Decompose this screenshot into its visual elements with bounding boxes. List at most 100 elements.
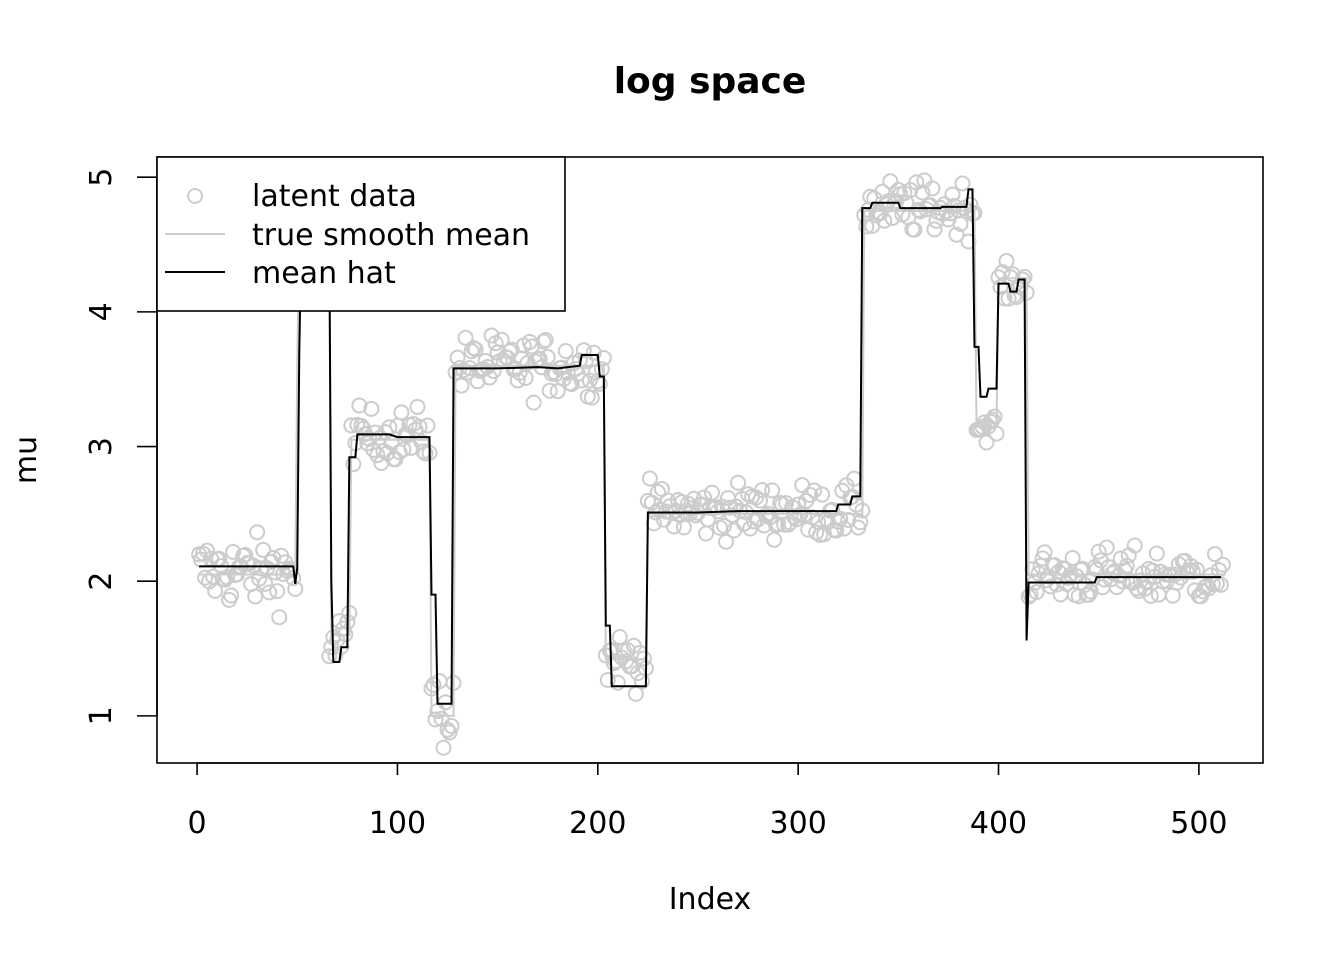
latent-data-point [247, 588, 264, 605]
latent-data-point [1098, 539, 1115, 556]
latent-data-point [269, 583, 286, 600]
latent-data-point [1164, 587, 1181, 604]
latent-data-point [437, 694, 454, 711]
x-tick-label: 0 [188, 806, 207, 841]
x-tick-label: 300 [770, 806, 827, 841]
latent-data-point [483, 327, 500, 344]
x-tick-label: 100 [369, 806, 426, 841]
latent-data-point [906, 221, 923, 238]
latent-data-point [267, 564, 284, 581]
latent-data-point [649, 484, 666, 501]
latent-data-point [321, 648, 338, 665]
latent-data-point [1126, 537, 1143, 554]
y-tick-label: 4 [84, 302, 119, 321]
latent-data-point [1206, 546, 1223, 563]
latent-data-point [788, 511, 805, 528]
y-tick-label: 1 [84, 706, 119, 725]
latent-data-point [493, 331, 510, 348]
latent-data-point [571, 352, 588, 369]
latent-data-point [986, 408, 1003, 425]
y-axis: 1 2 3 4 5 [84, 168, 158, 725]
latent-data-point [573, 372, 590, 389]
latent-data-point [754, 482, 771, 499]
latent-data-point [441, 724, 458, 741]
latent-data-point [944, 186, 961, 203]
latent-data-point [675, 519, 692, 536]
latent-data-point [924, 180, 941, 197]
latent-data-point [427, 711, 444, 728]
legend-point-symbol [187, 188, 203, 204]
latent-data-point [443, 717, 460, 734]
latent-data-point [1028, 584, 1045, 601]
latent-data-point [629, 665, 646, 682]
latent-data-point [752, 492, 769, 509]
latent-data-point [1064, 549, 1081, 566]
latent-data-point [539, 348, 556, 365]
latent-data-point [363, 400, 380, 417]
latent-data-point [195, 545, 212, 562]
latent-data-point [806, 482, 823, 499]
latent-data-point [730, 474, 747, 491]
y-tick-label: 2 [84, 572, 119, 591]
latent-data-point [197, 569, 214, 586]
latent-data-point [343, 417, 360, 434]
latent-data-point [926, 221, 943, 238]
y-tick-label: 3 [84, 437, 119, 456]
latent-data-point [611, 629, 628, 646]
y-tick-label: 5 [84, 168, 119, 187]
latent-data-point [1168, 574, 1185, 591]
latent-data-point [501, 343, 518, 360]
latent-data-point [237, 546, 254, 563]
latent-data-point [832, 510, 849, 527]
latent-data-point [255, 541, 272, 558]
latent-data-point [283, 561, 300, 578]
latent-data-point [764, 482, 781, 499]
latent-data-point [1060, 569, 1077, 586]
latent-data-point [509, 372, 526, 389]
latent-data-point [978, 434, 995, 451]
latent-data-point [435, 739, 452, 756]
latent-data-point [517, 370, 534, 387]
latent-data-point [207, 582, 224, 599]
chart-title: log space [614, 61, 807, 102]
latent-data-point [876, 212, 893, 229]
latent-data-point [219, 569, 236, 586]
latent-data-point [393, 404, 410, 421]
latent-data-point [583, 389, 600, 406]
latent-data-point [852, 514, 869, 531]
latent-data-point [651, 501, 668, 518]
latent-data-point [858, 218, 875, 235]
latent-data-point [914, 184, 931, 201]
latent-data-point [575, 342, 592, 359]
latent-data-point [199, 542, 216, 559]
latent-data-point [225, 543, 242, 560]
latent-data-point [261, 584, 278, 601]
latent-data-point [1118, 557, 1135, 574]
latent-data-point [1148, 545, 1165, 562]
latent-data-point [998, 253, 1015, 270]
latent-data-point [525, 394, 542, 411]
latent-data-point [257, 575, 274, 592]
legend-label-latent-data: latent data [252, 179, 417, 214]
latent-data-point [716, 517, 733, 534]
x-axis: 0 100 200 300 400 500 [188, 762, 1228, 841]
latent-data-point [535, 333, 552, 350]
latent-data-point [439, 721, 456, 738]
latent-data-point [802, 486, 819, 503]
latent-data-point [738, 504, 755, 521]
latent-data-point [449, 349, 466, 366]
latent-data-point [457, 329, 474, 346]
latent-data-point [814, 486, 831, 503]
latent-data-point [249, 524, 266, 541]
legend: latent data true smooth mean mean hat [156, 156, 566, 312]
latent-data-point [609, 674, 626, 691]
latent-data-point [453, 377, 470, 394]
latent-data-point [770, 516, 787, 533]
latent-data-point [409, 398, 426, 415]
latent-data-point [1084, 571, 1101, 588]
latent-data-point [697, 525, 714, 542]
latent-data-point [419, 417, 436, 434]
latent-data-point [766, 531, 783, 548]
latent-data-point [1042, 578, 1059, 595]
